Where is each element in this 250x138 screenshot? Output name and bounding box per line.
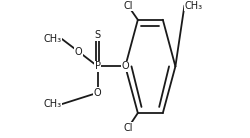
Text: O: O — [122, 61, 129, 71]
Text: P: P — [95, 61, 101, 71]
Text: S: S — [95, 30, 101, 40]
Text: Cl: Cl — [123, 1, 133, 11]
Text: O: O — [94, 88, 102, 98]
Text: CH₃: CH₃ — [184, 1, 202, 11]
Text: CH₃: CH₃ — [43, 34, 62, 44]
Text: Cl: Cl — [123, 123, 133, 133]
Text: CH₃: CH₃ — [43, 99, 62, 109]
Text: O: O — [74, 47, 82, 57]
